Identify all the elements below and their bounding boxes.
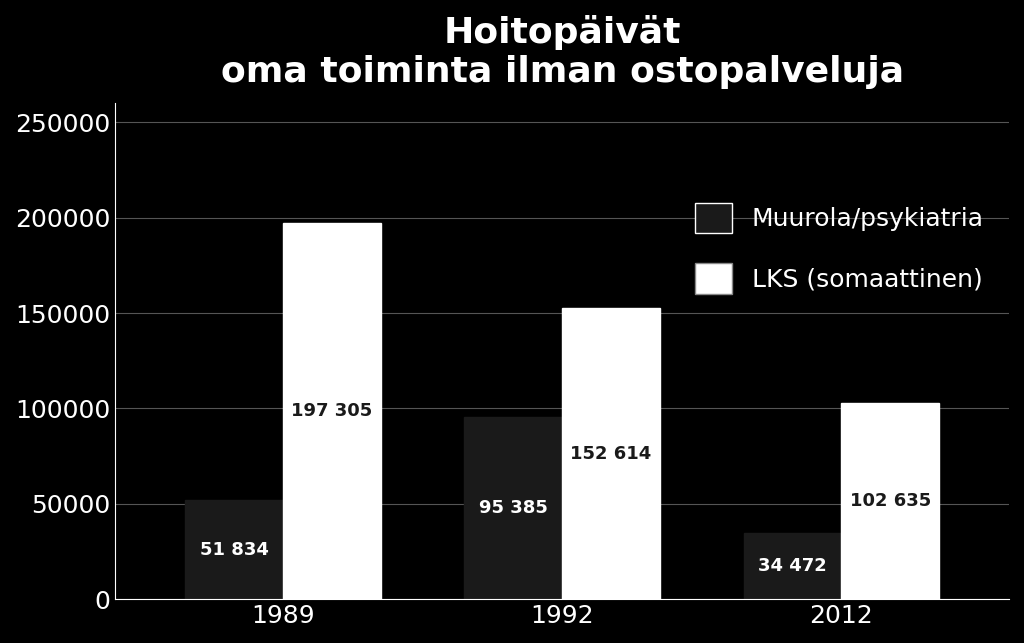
Bar [842,403,939,599]
Text: 95 385: 95 385 [479,499,548,517]
Title: Hoitopäivät
oma toiminta ilman ostopalveluja: Hoitopäivät oma toiminta ilman ostopalve… [220,15,904,89]
Text: 102 635: 102 635 [850,493,931,511]
Bar [562,308,659,599]
Bar [464,417,562,599]
Text: 51 834: 51 834 [200,541,268,559]
Text: 152 614: 152 614 [570,444,651,462]
Bar [185,500,283,599]
Bar [743,534,842,599]
Bar [283,223,381,599]
Text: 34 472: 34 472 [758,557,827,575]
Text: 197 305: 197 305 [291,402,373,420]
Legend: Muurola/psykiatria, LKS (somaattinen): Muurola/psykiatria, LKS (somaattinen) [682,190,996,306]
